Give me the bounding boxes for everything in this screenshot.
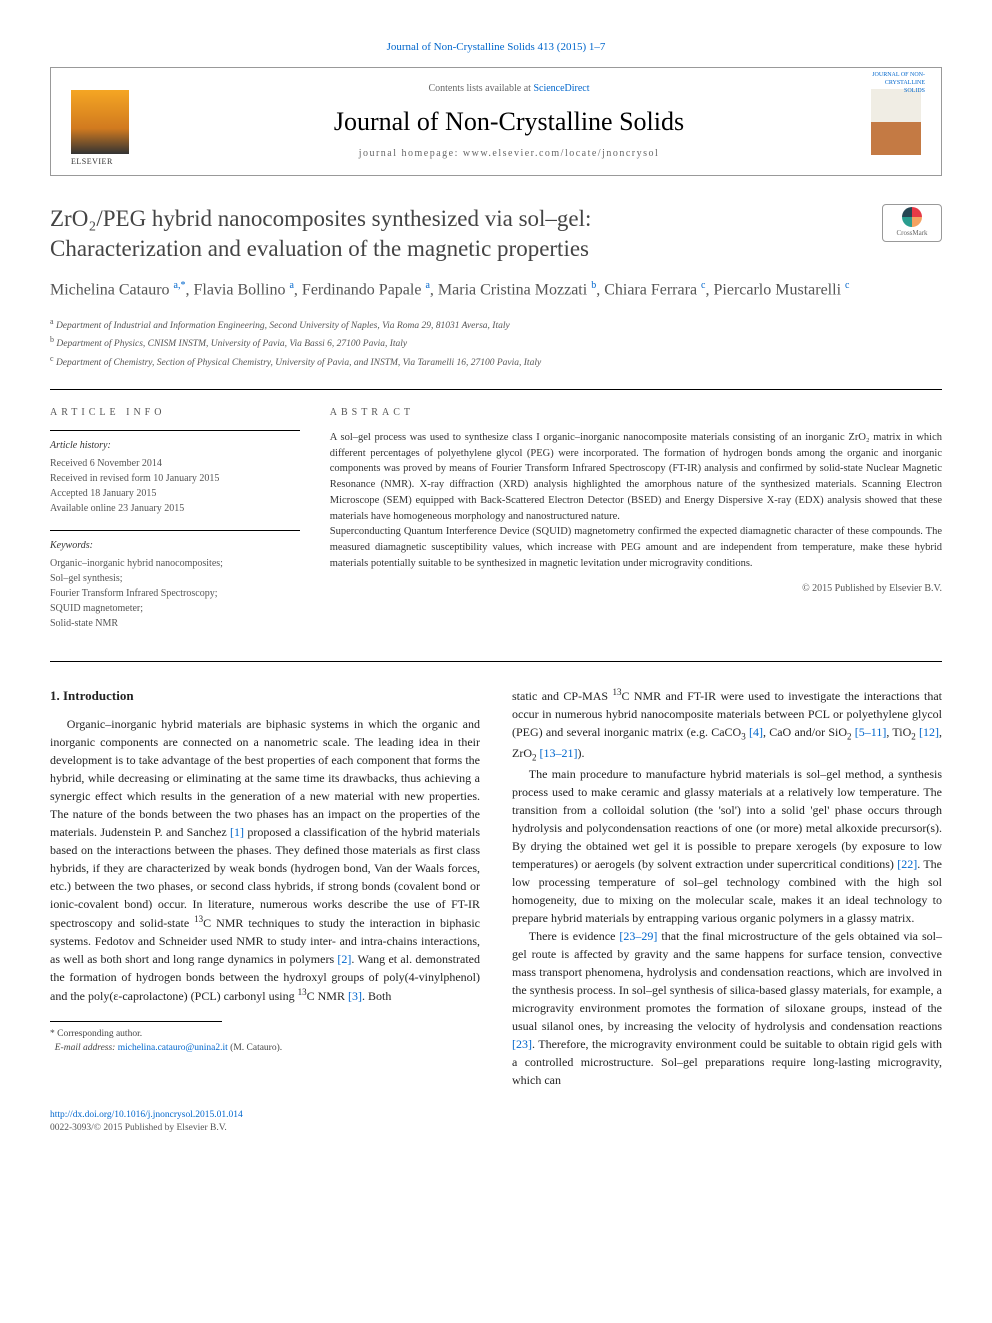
body-column-right: static and CP-MAS 13C NMR and FT-IR were… (512, 686, 942, 1089)
title-line2: Characterization and evaluation of the m… (50, 236, 589, 261)
journal-cover-label: JOURNAL OF NON-CRYSTALLINE SOLIDS (865, 71, 925, 96)
article-title: ZrO₂/PEG hybrid nanocomposites synthesiz… (50, 204, 862, 264)
affiliation-b: b Department of Physics, CNISM INSTM, Un… (50, 334, 942, 352)
elsevier-logo-icon (71, 90, 129, 154)
footnote-email-link[interactable]: michelina.catauro@unina2.it (118, 1043, 228, 1053)
abstract-heading: abstract (330, 406, 942, 420)
header-center: Contents lists available at ScienceDirec… (147, 82, 871, 160)
footnote-label: Corresponding author. (57, 1029, 142, 1039)
abstract-copyright: © 2015 Published by Elsevier B.V. (330, 582, 942, 596)
abstract-column: abstract A sol–gel process was used to s… (330, 406, 942, 645)
keywords-label: Keywords: (50, 539, 300, 553)
affiliations: a Department of Industrial and Informati… (50, 316, 942, 371)
intro-right-p1: static and CP-MAS 13C NMR and FT-IR were… (512, 686, 942, 765)
crossmark-button[interactable]: CrossMark (882, 204, 942, 242)
journal-issue-link[interactable]: Journal of Non-Crystalline Solids 413 (2… (50, 40, 942, 55)
contents-line: Contents lists available at ScienceDirec… (147, 82, 871, 96)
contents-prefix: Contents lists available at (428, 83, 533, 94)
title-line1: ZrO₂/PEG hybrid nanocomposites synthesiz… (50, 206, 591, 231)
intro-right-p3: There is evidence [23–29] that the final… (512, 927, 942, 1089)
keywords-block: Keywords: Organic–inorganic hybrid nanoc… (50, 530, 300, 631)
crossmark-icon (902, 207, 922, 227)
article-info-column: article info Article history: Received 6… (50, 406, 300, 645)
doi-link[interactable]: http://dx.doi.org/10.1016/j.jnoncrysol.2… (50, 1109, 942, 1122)
history-label: Article history: (50, 439, 300, 453)
affiliation-c: c Department of Chemistry, Section of Ph… (50, 353, 942, 371)
info-abstract-row: article info Article history: Received 6… (50, 389, 942, 662)
history-accepted: Accepted 18 January 2015 (50, 486, 300, 501)
history-revised: Received in revised form 10 January 2015 (50, 471, 300, 486)
authors-list: Michelina Catauro a,*, Flavia Bollino a,… (50, 278, 942, 302)
sciencedirect-link[interactable]: ScienceDirect (533, 83, 589, 94)
article-info-heading: article info (50, 406, 300, 420)
article-history-block: Article history: Received 6 November 201… (50, 430, 300, 516)
body-column-left: 1. Introduction Organic–inorganic hybrid… (50, 686, 480, 1089)
journal-header: Contents lists available at ScienceDirec… (50, 67, 942, 175)
section-1-heading: 1. Introduction (50, 686, 480, 706)
body-columns: 1. Introduction Organic–inorganic hybrid… (50, 686, 942, 1089)
title-row: ZrO₂/PEG hybrid nanocomposites synthesiz… (50, 204, 942, 264)
issn-line: 0022-3093/© 2015 Published by Elsevier B… (50, 1122, 942, 1135)
doi-block: http://dx.doi.org/10.1016/j.jnoncrysol.2… (50, 1109, 942, 1136)
footnote-marker: * (50, 1029, 55, 1039)
intro-right-p2: The main procedure to manufacture hybrid… (512, 765, 942, 927)
abstract-p2: Superconducting Quantum Interference Dev… (330, 524, 942, 571)
footnote-email-label: E-mail address: (55, 1043, 116, 1053)
crossmark-label: CrossMark (896, 229, 927, 239)
footnote-separator (50, 1021, 222, 1022)
corresponding-footnote: * Corresponding author. E-mail address: … (50, 1028, 480, 1055)
keywords-text: Organic–inorganic hybrid nanocomposites;… (50, 556, 300, 631)
abstract-p1: A sol–gel process was used to synthesize… (330, 430, 942, 525)
history-received: Received 6 November 2014 (50, 456, 300, 471)
intro-left-p1: Organic–inorganic hybrid materials are b… (50, 715, 480, 1005)
journal-cover-icon: JOURNAL OF NON-CRYSTALLINE SOLIDS (871, 89, 921, 155)
journal-homepage[interactable]: journal homepage: www.elsevier.com/locat… (147, 147, 871, 161)
history-online: Available online 23 January 2015 (50, 501, 300, 516)
journal-name: Journal of Non-Crystalline Solids (147, 104, 871, 140)
footnote-email-paren: (M. Catauro). (230, 1043, 282, 1053)
affiliation-a: a Department of Industrial and Informati… (50, 316, 942, 334)
